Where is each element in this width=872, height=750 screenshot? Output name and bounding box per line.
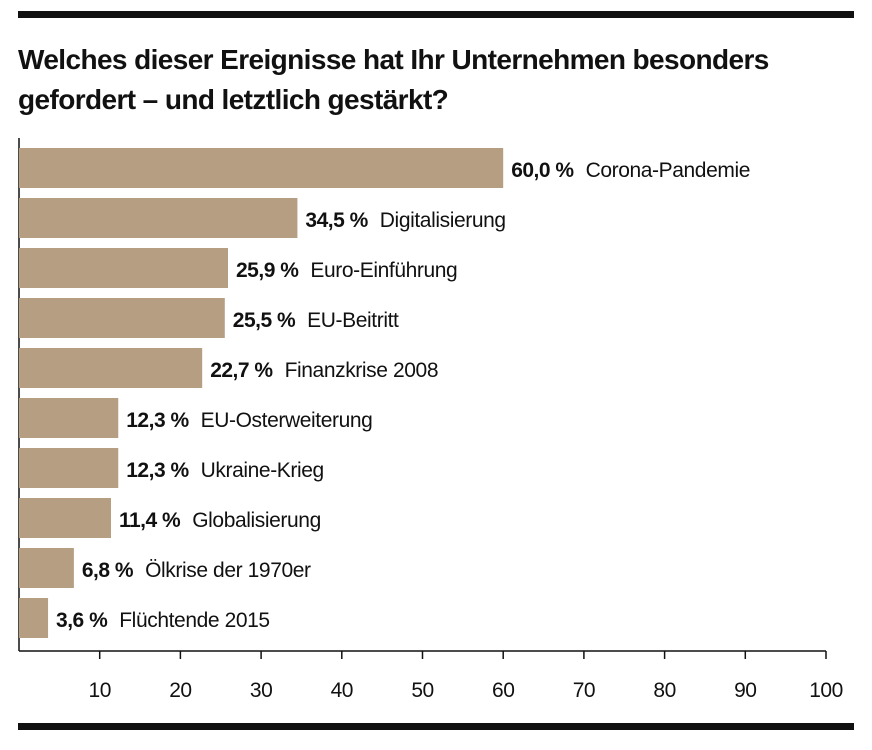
bar-value-label: 3,6 % — [56, 609, 108, 632]
bar-category-label: Flüchtende 2015 — [119, 609, 269, 632]
bar-category-label: EU-Osterweiterung — [201, 409, 373, 432]
bar-category-label: Digitalisierung — [380, 209, 506, 232]
bar-label: 25,9 % Euro-Einführung — [236, 259, 457, 282]
bar — [19, 148, 504, 188]
bar-value-label: 6,8 % — [82, 559, 134, 582]
x-tick-label: 100 — [809, 679, 843, 702]
bar-label: 11,4 % Globalisierung — [119, 509, 321, 532]
bar-value-label: 12,3 % — [126, 459, 189, 482]
top-rule — [18, 11, 854, 18]
bar-label: 25,5 % EU-Beitritt — [233, 309, 399, 332]
x-tick-label: 70 — [573, 679, 595, 702]
bar-label: 12,3 % Ukraine-Krieg — [126, 459, 324, 482]
bar-label: 12,3 % EU-Osterweiterung — [126, 409, 372, 432]
x-tick-label: 60 — [492, 679, 514, 702]
bar-category-label: Corona-Pandemie — [586, 159, 750, 182]
chart-title-line-1: Welches dieser Ereignisse hat Ihr Untern… — [18, 44, 769, 75]
bar — [19, 548, 74, 588]
bar-value-label: 34,5 % — [305, 209, 368, 232]
bar-category-label: Euro-Einführung — [310, 259, 457, 282]
bar — [19, 198, 298, 238]
bar-value-label: 22,7 % — [210, 359, 273, 382]
x-tick-label: 90 — [734, 679, 756, 702]
chart-title: Welches dieser Ereignisse hat Ihr Untern… — [18, 40, 858, 120]
bar — [19, 298, 225, 338]
x-tick-label: 80 — [653, 679, 675, 702]
bar-category-label: Ukraine-Krieg — [201, 459, 324, 482]
bar-value-label: 25,5 % — [233, 309, 296, 332]
bar-label: 22,7 % Finanzkrise 2008 — [210, 359, 438, 382]
bar — [19, 248, 229, 288]
bar-category-label: Finanzkrise 2008 — [285, 359, 439, 382]
bar — [19, 598, 49, 638]
x-tick-label: 40 — [331, 679, 353, 702]
bar-label: 34,5 % Digitalisierung — [305, 209, 505, 232]
chart-title-line-2: gefordert – und letztlich gestärkt? — [18, 84, 449, 115]
bottom-rule — [18, 723, 854, 730]
x-tick-label: 30 — [250, 679, 272, 702]
x-tick-label: 20 — [169, 679, 191, 702]
bar-label: 60,0 % Corona-Pandemie — [511, 159, 750, 182]
bar-category-label: Ölkrise der 1970er — [145, 559, 311, 582]
bar-label: 3,6 % Flüchtende 2015 — [56, 609, 270, 632]
bar-value-label: 25,9 % — [236, 259, 299, 282]
x-tick-label: 50 — [411, 679, 433, 702]
bar — [19, 498, 111, 538]
bar-value-label: 12,3 % — [126, 409, 189, 432]
bar — [19, 398, 119, 438]
bar — [19, 348, 203, 388]
bar-value-label: 60,0 % — [511, 159, 574, 182]
bar — [19, 448, 119, 488]
bar-category-label: EU-Beitritt — [307, 309, 399, 332]
bar-label: 6,8 % Ölkrise der 1970er — [82, 559, 311, 582]
bar-value-label: 11,4 % — [119, 509, 181, 532]
x-tick-label: 10 — [89, 679, 111, 702]
bar-category-label: Globalisierung — [192, 509, 321, 532]
